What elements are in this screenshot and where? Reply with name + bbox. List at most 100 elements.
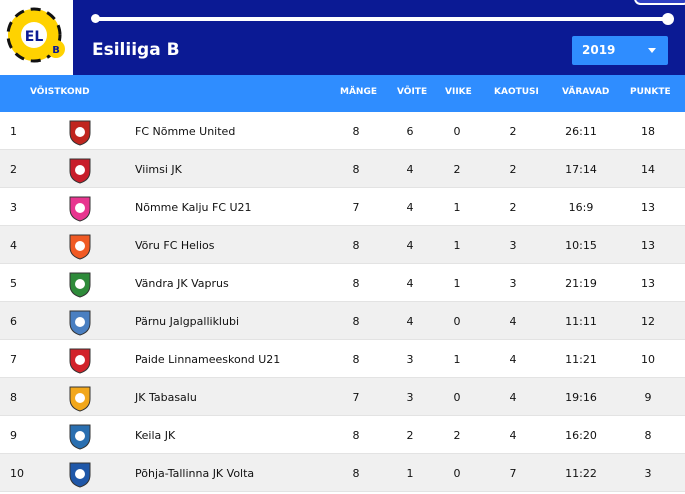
cell-points: 13 bbox=[641, 239, 655, 252]
cell-points: 3 bbox=[644, 467, 652, 480]
cell-played: 7 bbox=[352, 201, 360, 214]
kalju-crest-icon bbox=[69, 196, 91, 222]
volta-crest-icon bbox=[69, 462, 91, 488]
table-row[interactable]: 6 Pärnu Jalgpalliklubi 8 4 0 4 11:11 12 bbox=[0, 302, 685, 340]
cell-team[interactable]: Pärnu Jalgpalliklubi bbox=[135, 315, 240, 328]
cell-pos: 3 bbox=[10, 201, 17, 214]
table-row[interactable]: 8 JK Tabasalu 7 3 0 4 19:16 9 bbox=[0, 378, 685, 416]
table-row[interactable]: 9 Keila JK 8 2 2 4 16:20 8 bbox=[0, 416, 685, 454]
cell-points: 14 bbox=[641, 163, 655, 176]
cell-losses: 4 bbox=[509, 391, 517, 404]
cell-played: 8 bbox=[352, 467, 360, 480]
cell-goals: 11:21 bbox=[565, 353, 597, 366]
col-team[interactable]: VÕISTKOND bbox=[30, 87, 90, 97]
cell-points: 18 bbox=[641, 125, 655, 138]
cell-team[interactable]: Võru FC Helios bbox=[135, 239, 215, 252]
cell-team[interactable]: Keila JK bbox=[135, 429, 176, 442]
col-losses[interactable]: KAOTUSI bbox=[494, 87, 539, 97]
cell-wins: 3 bbox=[406, 353, 414, 366]
cell-losses: 2 bbox=[509, 163, 517, 176]
cell-draws: 1 bbox=[453, 201, 461, 214]
cell-goals: 16:9 bbox=[568, 201, 594, 214]
col-played[interactable]: MÄNGE bbox=[340, 87, 377, 97]
cell-points: 9 bbox=[644, 391, 652, 404]
cell-goals: 11:22 bbox=[565, 467, 597, 480]
cell-team[interactable]: Nõmme Kalju FC U21 bbox=[135, 201, 252, 214]
cell-wins: 2 bbox=[406, 429, 414, 442]
cell-played: 8 bbox=[352, 163, 360, 176]
nomme-united-crest-icon bbox=[69, 120, 91, 146]
table-row[interactable]: 10 Põhja-Tallinna JK Volta 8 1 0 7 11:22 3 bbox=[0, 454, 685, 492]
cell-pos: 10 bbox=[10, 467, 24, 480]
cell-team[interactable]: FC Nõmme United bbox=[135, 125, 236, 138]
cell-pos: 1 bbox=[10, 125, 17, 138]
cell-played: 8 bbox=[352, 239, 360, 252]
chevron-down-icon bbox=[648, 48, 656, 53]
page-title: Esiliiga B bbox=[92, 40, 180, 60]
col-points[interactable]: PUNKTE bbox=[630, 87, 671, 97]
cell-points: 13 bbox=[641, 201, 655, 214]
cell-wins: 4 bbox=[406, 201, 414, 214]
cell-pos: 9 bbox=[10, 429, 17, 442]
table-row[interactable]: 5 Vändra JK Vaprus 8 4 1 3 21:19 13 bbox=[0, 264, 685, 302]
cell-wins: 3 bbox=[406, 391, 414, 404]
cell-team[interactable]: JK Tabasalu bbox=[135, 391, 197, 404]
cell-draws: 2 bbox=[453, 163, 461, 176]
cell-played: 7 bbox=[352, 391, 360, 404]
cell-wins: 4 bbox=[406, 277, 414, 290]
cell-wins: 4 bbox=[406, 163, 414, 176]
col-draws[interactable]: VIIKE bbox=[445, 87, 472, 97]
cell-draws: 1 bbox=[453, 239, 461, 252]
cell-draws: 1 bbox=[453, 277, 461, 290]
cell-pos: 4 bbox=[10, 239, 17, 252]
cell-wins: 1 bbox=[406, 467, 414, 480]
cell-draws: 2 bbox=[453, 429, 461, 442]
round-slider-handle[interactable] bbox=[662, 13, 674, 25]
tabasalu-crest-icon bbox=[69, 386, 91, 412]
cell-played: 8 bbox=[352, 315, 360, 328]
cell-pos: 6 bbox=[10, 315, 17, 328]
cell-team[interactable]: Vändra JK Vaprus bbox=[135, 277, 229, 290]
cell-points: 10 bbox=[641, 353, 655, 366]
cell-losses: 3 bbox=[509, 277, 517, 290]
cell-pos: 5 bbox=[10, 277, 17, 290]
cell-team[interactable]: Viimsi JK bbox=[135, 163, 182, 176]
cell-draws: 0 bbox=[453, 315, 461, 328]
table-row[interactable]: 1 FC Nõmme United 8 6 0 2 26:11 18 bbox=[0, 112, 685, 150]
cell-goals: 26:11 bbox=[565, 125, 597, 138]
svg-text:EL: EL bbox=[25, 29, 44, 45]
round-slider-track[interactable] bbox=[94, 17, 668, 21]
top-banner: EL B bbox=[0, 0, 685, 75]
cell-losses: 2 bbox=[509, 201, 517, 214]
col-goals[interactable]: VÄRAVAD bbox=[562, 87, 610, 97]
paide-crest-icon bbox=[69, 348, 91, 374]
col-wins[interactable]: VÕITE bbox=[397, 87, 428, 97]
cell-wins: 4 bbox=[406, 239, 414, 252]
round-slider-start bbox=[91, 14, 100, 23]
cell-goals: 21:19 bbox=[565, 277, 597, 290]
cell-wins: 6 bbox=[406, 125, 414, 138]
cell-draws: 1 bbox=[453, 353, 461, 366]
cell-pos: 8 bbox=[10, 391, 17, 404]
cell-draws: 0 bbox=[453, 125, 461, 138]
table-row[interactable]: 4 Võru FC Helios 8 4 1 3 10:15 13 bbox=[0, 226, 685, 264]
cell-played: 8 bbox=[352, 353, 360, 366]
viimsi-crest-icon bbox=[69, 158, 91, 184]
parnu-crest-icon bbox=[69, 310, 91, 336]
cell-team[interactable]: Paide Linnameeskond U21 bbox=[135, 353, 281, 366]
keila-crest-icon bbox=[69, 424, 91, 450]
table-row[interactable]: 7 Paide Linnameeskond U21 8 3 1 4 11:21 10 bbox=[0, 340, 685, 378]
cell-goals: 16:20 bbox=[565, 429, 597, 442]
cell-played: 8 bbox=[352, 277, 360, 290]
table-row[interactable]: 2 Viimsi JK 8 4 2 2 17:14 14 bbox=[0, 150, 685, 188]
cell-points: 8 bbox=[644, 429, 652, 442]
cell-losses: 4 bbox=[509, 315, 517, 328]
vaprus-crest-icon bbox=[69, 272, 91, 298]
cell-pos: 2 bbox=[10, 163, 17, 176]
league-logo[interactable]: EL B bbox=[0, 0, 73, 75]
cell-team[interactable]: Põhja-Tallinna JK Volta bbox=[135, 467, 255, 480]
cell-losses: 2 bbox=[509, 125, 517, 138]
season-select[interactable]: 2019 bbox=[572, 36, 668, 65]
table-row[interactable]: 3 Nõmme Kalju FC U21 7 4 1 2 16:9 13 bbox=[0, 188, 685, 226]
cell-pos: 7 bbox=[10, 353, 17, 366]
